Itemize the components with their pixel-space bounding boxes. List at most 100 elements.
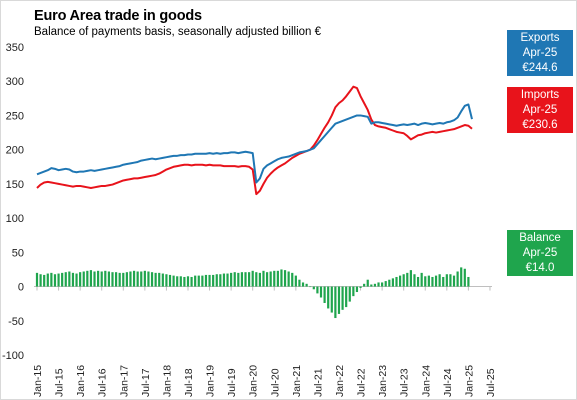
balance-bar [391,278,395,287]
balance-bar [143,270,146,287]
balance-bar [111,272,114,287]
y-tick-label: 0 [18,282,24,294]
x-tick-label: Jul-15 [54,368,66,397]
balance-bar [442,276,445,287]
imports-callout-name: Imports [520,89,560,101]
x-tick-label: Jul-21 [312,368,324,397]
balance-bar [262,270,265,287]
balance-bar [370,284,373,287]
balance-bar [467,276,470,287]
balance-bar [291,272,294,287]
balance-bar [125,272,128,287]
x-tick-label: Jan-25 [463,365,475,397]
balance-bar [208,274,211,287]
balance-bar [244,272,247,287]
balance-bar [309,286,312,288]
x-tick-label: Jul-25 [485,368,497,397]
x-tick-label: Jul-20 [269,368,281,397]
balance-bar [456,271,459,287]
balance-bar [327,286,330,309]
chart-subtitle: Balance of payments basis, seasonally ad… [34,26,322,38]
y-tick-label: 100 [6,213,24,225]
balance-bar [75,273,78,287]
balance-bar [140,271,143,287]
balance-bar [384,281,387,287]
balance-bar [345,286,348,308]
balance-bar [434,275,438,287]
x-tick-label: Jan-20 [248,365,260,397]
balance-bar [355,286,359,293]
balance-bar [334,286,337,319]
balance-bar [341,286,344,310]
balance-bar [373,283,377,287]
balance-bar [445,274,448,287]
balance-bar [395,276,398,287]
balance-bar [416,276,420,287]
balance-bar [50,272,53,287]
balance-bar [176,276,179,287]
balance-bar [61,272,64,287]
balance-bar [287,271,290,287]
x-tick-label: Jan-15 [32,365,44,397]
y-tick-label: 300 [6,76,24,88]
balance-bar [82,271,85,287]
balance-bar [330,286,333,313]
y-tick-label: 50 [12,247,24,259]
imports-callout-value: €230.6 [522,119,558,132]
imports-callout: Imports Apr-25 €230.6 [507,87,573,133]
balance-bar [276,270,279,287]
balance-bar [319,286,323,298]
balance-bar [57,273,60,287]
balance-bar [240,272,244,287]
balance-bar [168,274,172,287]
balance-bar [97,270,100,287]
chart-title: Euro Area trade in goods [34,8,202,24]
balance-callout-name: Balance [519,232,561,244]
balance-bar [118,272,121,287]
balance-bar [255,272,258,287]
balance-bar [132,270,136,287]
balance-bar [452,275,456,287]
balance-bar [359,286,362,288]
balance-bar [431,276,434,287]
balance-bar [154,272,157,287]
balance-bar [280,269,283,287]
balance-bar [201,275,204,287]
balance-bar [35,272,39,287]
y-tick-label: 200 [6,145,24,157]
balance-bar [183,276,186,287]
balance-bar [337,286,341,314]
balance-bar [269,271,272,287]
y-tick-label: -50 [8,316,24,328]
balance-bar [312,286,315,290]
balance-bar [136,271,139,287]
balance-bar [230,272,233,287]
balance-bar [438,274,441,287]
x-tick-label: Jul-16 [97,368,109,397]
balance-bar [409,270,412,287]
balance-bar [129,271,132,287]
balance-bar [348,286,351,302]
balance-bar [107,271,110,287]
x-tick-label: Jan-17 [118,365,130,397]
balance-bar [233,272,236,287]
balance-bar [427,275,430,287]
balance-bar [226,273,229,287]
balance-bar [219,274,222,287]
balance-bar [298,279,301,287]
balance-bar [114,272,118,287]
exports-callout-period: Apr-25 [522,47,558,60]
balance-bar [204,274,208,287]
balance-bar [93,271,96,287]
balance-bar [68,271,71,287]
x-tick-label: Jan-23 [377,365,389,397]
balance-bar [463,268,466,287]
exports-callout: Exports Apr-25 €244.6 [507,30,573,76]
balance-bar [161,273,164,287]
balance-bar [39,274,42,287]
balance-bar [86,270,89,287]
x-tick-label: Jan-19 [205,365,217,397]
balance-bar [215,274,218,287]
x-tick-label: Jan-22 [334,365,346,397]
